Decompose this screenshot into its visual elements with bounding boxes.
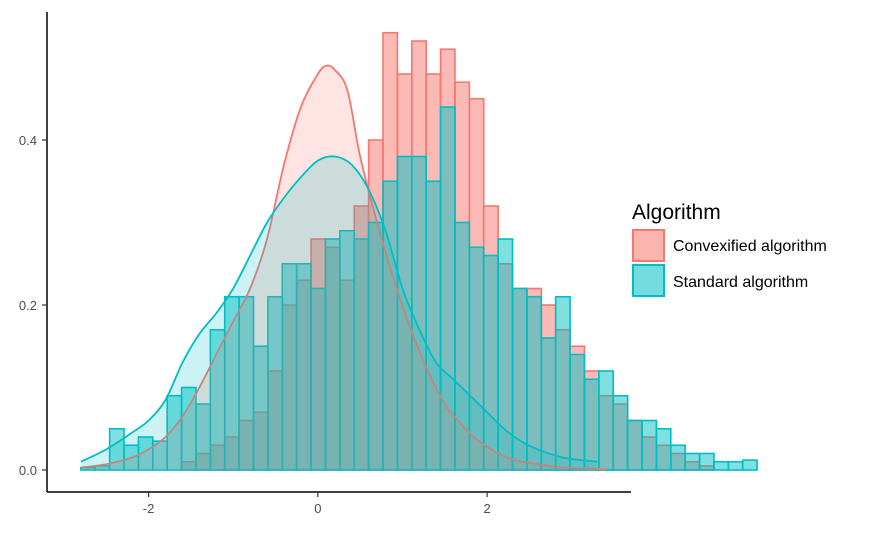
histogram-bar (569, 353, 586, 471)
legend-title: Algorithm (632, 201, 721, 224)
histogram-bar (655, 427, 672, 471)
density-line-series-1 (80, 64, 606, 471)
histogram-bar (669, 444, 686, 471)
x-axis-ticks: -2 0 2 (143, 492, 491, 516)
histogram-bar (583, 378, 600, 471)
density-curves (80, 64, 606, 471)
density-line-series-2 (80, 155, 598, 463)
legend-swatch-standard (632, 264, 665, 297)
density-area-series-1 (80, 65, 606, 471)
histogram-bar (641, 419, 658, 471)
y-axis-ticks: 0.0 0.2 0.4 (19, 133, 47, 478)
y-tick-label: 0.0 (19, 463, 37, 478)
density-area-series-2 (80, 156, 598, 470)
histogram-bar (598, 370, 615, 471)
histogram-bars (80, 31, 758, 471)
histogram-bar (540, 337, 557, 471)
x-tick-label: -2 (143, 501, 155, 516)
legend-label-standard: Standard algorithm (673, 274, 808, 291)
histogram-bar (526, 295, 543, 471)
histogram-bar (698, 452, 715, 471)
legend: Algorithm Convexified algorithm Standard… (632, 201, 827, 297)
histogram-bar (554, 295, 571, 471)
x-tick-label: 2 (483, 501, 490, 516)
histogram-bar (684, 452, 701, 471)
y-tick-label: 0.4 (19, 133, 37, 148)
histogram-bar (612, 394, 629, 471)
histogram-bar (727, 460, 744, 471)
legend-label-convexified: Convexified algorithm (673, 238, 827, 255)
legend-swatch-convexified (632, 229, 665, 262)
histogram-bar (626, 419, 643, 471)
histogram-bar (741, 459, 758, 471)
histogram-bar (713, 460, 730, 471)
x-tick-label: 0 (314, 501, 321, 516)
bars-series-2 (80, 106, 758, 471)
y-tick-label: 0.2 (19, 298, 37, 313)
